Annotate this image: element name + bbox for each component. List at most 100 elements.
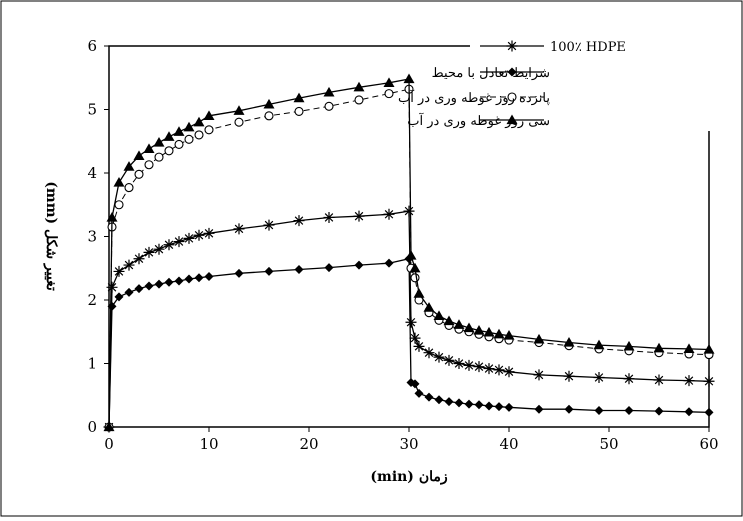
data-point-ambient-marker [414,388,424,398]
data-point-ambient-marker [114,292,124,302]
data-point-ambient-marker [384,258,394,268]
legend-item-15-days: پانزده روز غوطه وری در آب [398,89,550,106]
data-point-hdpe-marker [493,364,505,376]
data-point-ambient-marker [434,395,444,405]
data-point-hdpe-marker [483,363,495,375]
x-tick-label: 40 [499,435,518,453]
axis-layer: 0 10 20 30 40 50 60 0 1 2 3 4 5 6 [87,37,718,453]
data-point-hdpe-marker [383,208,395,220]
data-point-fifteen-days-marker [324,101,334,111]
data-point-hdpe-marker [683,375,695,387]
x-tick-label: 0 [104,435,114,453]
data-point-ambient-marker [594,405,604,415]
legend-label-15-days: پانزده روز غوطه وری در آب [398,89,550,106]
data-point-fifteen-days-marker [124,183,134,193]
data-point-ambient-marker [354,260,364,270]
data-point-hdpe-marker [403,205,415,217]
y-tick-label: 4 [87,164,97,182]
data-point-thirty-days-marker [483,326,495,337]
data-point-ambient-marker [324,263,334,273]
data-point-ambient-marker [410,379,420,389]
data-point-fifteen-days-marker [134,169,144,179]
y-tick-label: 0 [87,418,97,436]
data-point-ambient-marker [454,398,464,408]
data-point-fifteen-days-marker [154,152,164,162]
data-point-ambient-marker [294,265,304,275]
data-point-hdpe-marker [133,253,145,265]
data-point-ambient-marker [234,268,244,278]
data-point-ambient-marker [504,402,514,412]
data-point-fifteen-days-marker [144,160,154,170]
legend-marker-star [506,40,518,52]
data-point-thirty-days-marker [423,302,435,312]
data-point-hdpe-marker [563,370,575,382]
data-point-hdpe-marker [473,361,485,373]
data-point-thirty-days-marker [409,262,421,273]
x-tick-label: 60 [699,435,718,453]
data-point-ambient-marker [124,287,134,297]
legend-label-30-days: سی روز غوطه وری در آب [407,112,550,129]
data-point-thirty-days-marker [533,333,545,344]
data-point-thirty-days-marker [593,339,605,350]
data-point-thirty-days-marker [403,73,415,84]
data-point-fifteen-days-marker [264,111,274,121]
legend-label-ambient: شرایط تعادل با محیط [432,66,550,81]
data-point-ambient-marker [194,273,204,283]
data-point-ambient-marker [654,406,664,416]
data-point-thirty-days-marker [653,342,665,353]
legend-label-hdpe: 100٪ HDPE [550,40,626,55]
data-point-thirty-days-marker [113,177,125,187]
data-point-ambient-marker [564,404,574,414]
data-point-thirty-days-marker [193,116,205,127]
data-point-fifteen-days-marker [184,134,194,144]
data-point-thirty-days-marker [433,310,445,320]
data-point-thirty-days-marker [683,343,695,354]
data-point-ambient-marker [484,401,494,411]
data-point-hdpe-marker [443,354,455,366]
data-point-ambient-marker [154,279,164,289]
data-point-hdpe-marker [163,239,175,251]
data-point-thirty-days-marker [323,86,335,97]
data-point-ambient-marker [184,274,194,284]
x-tick-label: 50 [599,435,618,453]
data-point-hdpe-marker [323,211,335,223]
legend-item-hdpe: 100٪ HDPE [480,40,626,55]
x-tick-label: 30 [399,435,418,453]
data-point-hdpe-marker [233,223,245,235]
data-point-hdpe-marker [533,369,545,381]
data-point-hdpe-marker [293,215,305,227]
data-point-thirty-days-marker [443,315,455,326]
data-point-hdpe-marker [193,229,205,241]
data-point-thirty-days-marker [413,288,425,298]
data-point-ambient-marker [174,276,184,286]
data-point-fifteen-days-marker [294,106,304,116]
data-point-thirty-days-marker [183,121,195,132]
x-tick-label: 10 [199,435,218,453]
data-point-fifteen-days-marker [194,130,204,140]
data-point-fifteen-days-marker [114,200,124,210]
y-tick-label: 1 [87,355,97,373]
data-point-thirty-days-marker [383,77,395,87]
data-point-ambient-marker [424,392,434,402]
data-point-hdpe-marker [453,358,465,369]
data-point-thirty-days-marker [405,250,417,260]
data-point-thirty-days-marker [143,143,155,153]
data-point-ambient-marker [134,284,144,294]
data-point-hdpe-marker [405,316,417,328]
data-point-thirty-days-marker [233,105,245,115]
data-point-ambient-marker [624,405,634,415]
data-point-ambient-marker [474,400,484,410]
y-tick-label: 2 [87,291,97,309]
data-point-ambient-marker [107,301,117,311]
data-point-thirty-days-marker [453,319,465,329]
data-point-hdpe-marker [703,375,715,387]
series-thirty-days [103,73,715,432]
data-point-thirty-days-marker [473,324,485,335]
data-point-thirty-days-marker [153,137,165,147]
data-point-thirty-days-marker [133,150,145,160]
data-point-thirty-days-marker [203,110,215,120]
legend-ambient-marker [507,67,517,77]
y-axis-title: (mm) تغییر شکل [43,181,59,291]
x-tick-label: 20 [299,435,318,453]
